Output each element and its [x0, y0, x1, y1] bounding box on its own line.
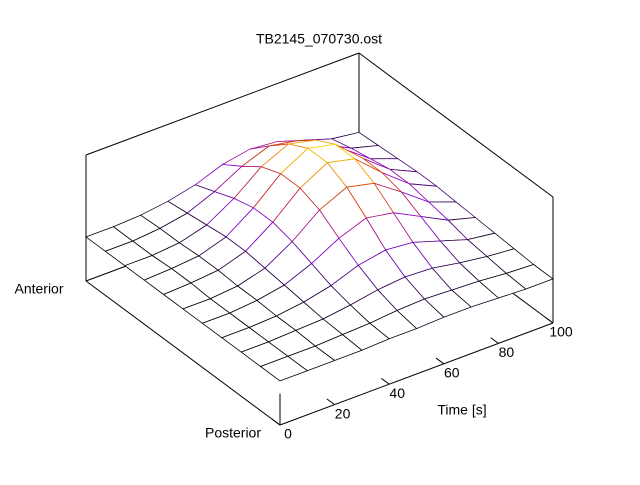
box-edge [85, 52, 360, 156]
y-axis-label: Posterior [205, 425, 261, 441]
box-edge [279, 322, 554, 426]
x-tick [326, 398, 335, 406]
box-front: 0 20 40 60 80 100 Posterior Anterior [14, 280, 573, 442]
x-tick-label: 60 [444, 365, 460, 381]
x-tick-label: 0 [284, 426, 292, 442]
x-tick [490, 337, 499, 344]
y-axis-label: Anterior [14, 281, 63, 297]
surface-patch [260, 355, 308, 382]
x-tick-label: 100 [549, 324, 573, 340]
x-tick [381, 378, 390, 385]
x-tick [435, 357, 445, 365]
x-tick [271, 418, 281, 426]
x-tick-label: 40 [389, 385, 405, 401]
x-tick-label: 20 [335, 405, 351, 421]
surface [85, 132, 554, 382]
chart-title: TB2145_070730.ost [256, 31, 382, 47]
x-tick-label: 80 [499, 344, 515, 360]
box-edge [358, 52, 554, 198]
x-tick [544, 316, 554, 324]
x-axis-label: Time [s] [437, 402, 486, 418]
box-edge [85, 280, 281, 426]
